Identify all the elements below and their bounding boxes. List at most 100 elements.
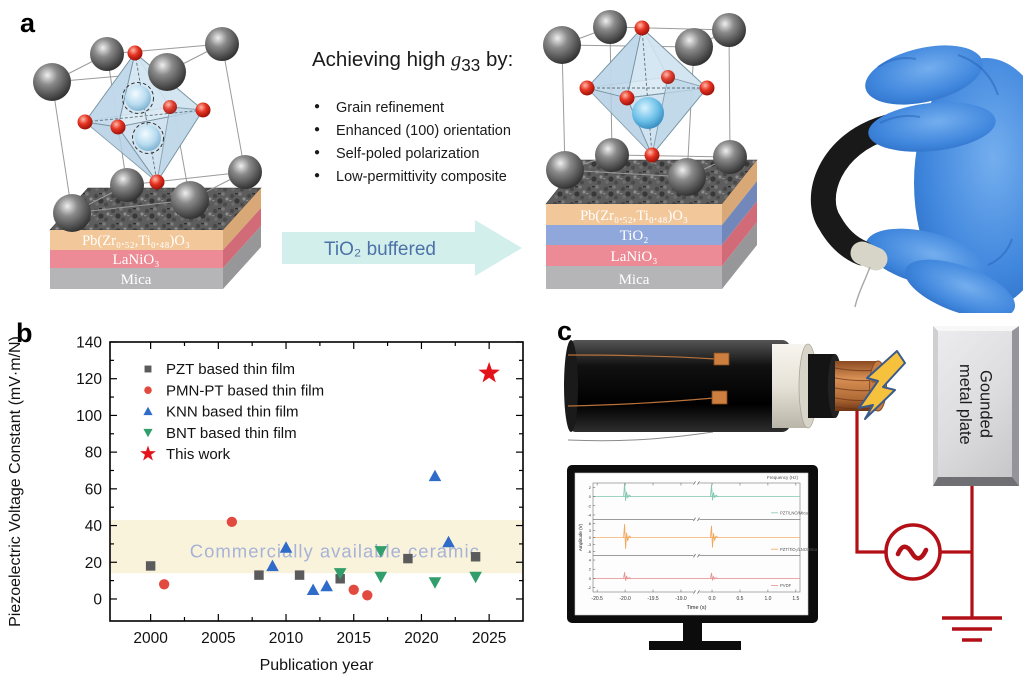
x-tick-label: 2020 xyxy=(404,630,439,647)
tio2-buffered-arrow: TiO₂ buffered xyxy=(282,220,522,276)
bullet-low-permittivity: Low-permittivity composite xyxy=(312,169,572,185)
y-tick-label: 40 xyxy=(85,518,103,535)
y-tick-label: 100 xyxy=(76,408,102,425)
plate-label: Gounded metal plate xyxy=(956,363,995,445)
mini-x-tick: 0.5 xyxy=(736,596,743,602)
layer-lanio3 xyxy=(50,250,223,268)
mini-x-tick: 1.5 xyxy=(792,596,799,602)
mini-y-tick: -4 xyxy=(587,512,591,517)
mini-x-tick: -20.0 xyxy=(619,596,631,602)
x-tick-label: 2005 xyxy=(201,630,235,647)
layer-pzt xyxy=(50,230,223,250)
bullet-self-poled: Self-poled polarization xyxy=(312,146,572,162)
mini-x-tick: -19.0 xyxy=(675,596,687,602)
y-tick-label: 80 xyxy=(85,445,103,462)
legend-label: BNT based thin film xyxy=(166,425,297,442)
b-site-atoms-dashed xyxy=(122,82,164,154)
glove-creases xyxy=(877,54,1013,266)
x-axis-label: Publication year xyxy=(260,657,375,674)
x-tick-label: 2000 xyxy=(133,630,168,647)
x-tick-label: 2010 xyxy=(269,630,304,647)
sensor-patches xyxy=(567,352,730,407)
series-this-work xyxy=(478,361,500,383)
b-site-atom-centered xyxy=(632,97,664,129)
panel-c-label: c xyxy=(557,316,573,346)
layer-label-lanio3: LaNiO₃ xyxy=(113,252,160,268)
series-pmn-pt-based-thin-film xyxy=(158,516,373,601)
x-tick-label: 2015 xyxy=(336,630,370,647)
measurement-circuit-wiring xyxy=(855,401,1002,642)
layer-label-tio2: TiO₂ xyxy=(620,228,649,244)
mini-y-tick: 6 xyxy=(589,521,592,526)
scatter-chart-g33-vs-year: 2000 2005 2010 2015 2020 2025 0 20 40 60 80 100 120 1… xyxy=(7,335,524,674)
bullet-orientation: Enhanced (100) orientation xyxy=(312,123,572,139)
mini-x-axis-label: Time (s) xyxy=(687,605,707,611)
layer-label-mica: Mica xyxy=(121,272,152,288)
signal-spike xyxy=(623,483,632,502)
mini-legend-label: PVDF xyxy=(780,583,792,588)
y-tick-label: 60 xyxy=(85,481,103,498)
mini-y-tick: 4 xyxy=(589,558,592,563)
mini-y-tick: 3 xyxy=(589,528,592,533)
grounded-metal-plate: Gounded metal plate xyxy=(933,326,1019,486)
blue-glove-fingers xyxy=(865,45,1013,266)
panel-a-text-block: Achieving high g33 by: Grain refinement … xyxy=(312,48,572,192)
mini-x-tick: -19.5 xyxy=(647,596,659,602)
perovskite-crystal-right-illustration: Pb(Zr₀.₅₂,Ti₀.₄₈)O₃ TiO₂ LaNiO₃ Mica xyxy=(543,10,758,289)
signal-spike xyxy=(710,525,719,548)
sensor-patch-bottom xyxy=(711,390,728,405)
layer-pzt xyxy=(546,204,722,225)
series-bnt-based-thin-film xyxy=(333,546,482,589)
signal-spike xyxy=(623,524,632,549)
signal-spike xyxy=(623,571,632,581)
mini-y-tick: -2 xyxy=(587,585,591,590)
mini-legend-label: PZT/TiO₂/LNO/Mica xyxy=(780,547,818,552)
sensor-patch-top xyxy=(713,352,730,366)
perovskite-crystal-left-illustration: Pb(Zr₀.₅₂,Ti₀.₄₈)O₃ LaNiO₃ Mica xyxy=(33,27,262,289)
film-stack-left: Pb(Zr₀.₅₂,Ti₀.₄₈)O₃ LaNiO₃ Mica xyxy=(49,187,262,289)
flexible-film-strip xyxy=(810,114,901,308)
glove-flexible-film-photo xyxy=(810,45,1023,313)
a-site-atoms xyxy=(33,27,262,232)
x-tick-label: 2025 xyxy=(472,630,506,647)
strategy-bullet-list: Grain refinement Enhanced (100) orientat… xyxy=(312,100,572,185)
film-contact-end xyxy=(850,241,888,271)
ground-symbol-icon xyxy=(942,616,1002,642)
legend: PZT based thin film PMN-PT based thin fil… xyxy=(140,361,324,463)
mini-y-tick: 0 xyxy=(589,535,592,540)
mini-y-tick: -2 xyxy=(587,503,591,508)
index-finger xyxy=(868,102,996,152)
heading-achieving-high-g33: Achieving high g33 by: xyxy=(312,48,514,76)
lightning-bolt-icon xyxy=(858,350,906,420)
monitor-screen xyxy=(574,472,809,616)
arrow-body xyxy=(282,232,475,264)
axes-frame xyxy=(109,341,524,622)
panel-b-label: b xyxy=(16,318,33,348)
layer-label-pzt: Pb(Zr₀.₅₂,Ti₀.₄₈)O₃ xyxy=(580,208,688,224)
y-tick-label: 140 xyxy=(76,335,102,352)
oxygen-atoms xyxy=(77,45,211,190)
y-tick-label: 0 xyxy=(93,591,102,608)
layer-mica xyxy=(50,268,223,289)
panel-a-label: a xyxy=(20,8,36,38)
arrow-head xyxy=(475,220,522,276)
monitor-base xyxy=(649,641,741,650)
mini-y-tick: -3 xyxy=(587,542,591,547)
mini-legend-label: PZT/LNO/Mica xyxy=(780,510,808,515)
red-wires xyxy=(855,401,974,618)
y-axis-label: Piezoelectric Voltage Constant (mV·m/N) xyxy=(7,336,24,627)
finger-pinky xyxy=(904,259,1016,313)
bullet-grain-refinement: Grain refinement xyxy=(312,100,572,116)
mini-y-tick: 0 xyxy=(589,576,592,581)
cable-outer-sheath xyxy=(568,340,790,432)
layer-lanio3 xyxy=(546,245,722,266)
legend-label: PMN-PT based thin film xyxy=(166,382,324,399)
sheath-lead-wire xyxy=(567,431,714,442)
layer-label-lanio3: LaNiO₃ xyxy=(611,249,658,265)
oxygen-atoms xyxy=(579,20,715,163)
legend-label: This work xyxy=(166,446,231,463)
layer-label-pzt: Pb(Zr₀.₅₂,Ti₀.₄₈)O₃ xyxy=(82,233,190,249)
power-cable-illustration xyxy=(564,340,887,442)
arrow-label: TiO₂ buffered xyxy=(324,239,436,260)
